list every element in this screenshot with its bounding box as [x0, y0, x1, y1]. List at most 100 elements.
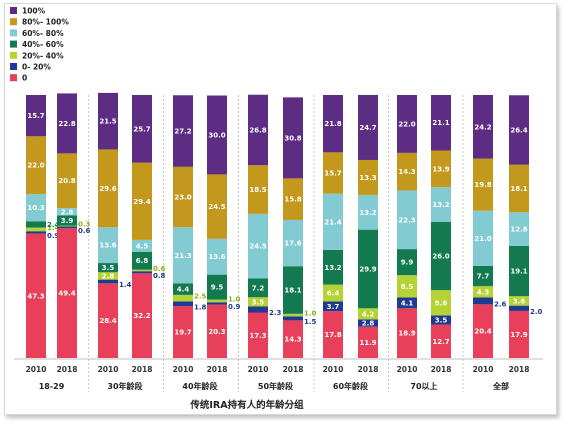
data-label: 0.6	[153, 265, 166, 273]
data-label: 2.0	[530, 308, 543, 316]
bar-segment	[248, 165, 268, 214]
bar-segment	[358, 159, 378, 195]
bar-segment	[207, 304, 227, 358]
bar-segment	[397, 249, 417, 276]
x-tick-label: 2010	[248, 365, 269, 374]
data-label: 17.3	[249, 332, 266, 340]
legend-swatch	[10, 40, 17, 48]
legend-label: 0- 20%	[22, 63, 51, 72]
group-label: 60年龄段	[333, 381, 368, 391]
bar-segment	[173, 283, 193, 295]
data-label: 19.8	[474, 181, 491, 189]
legend-label: 40%- 60%	[22, 40, 64, 49]
bar-segment	[431, 315, 451, 325]
data-label: 14.3	[284, 336, 301, 344]
data-label: 3.5	[252, 298, 265, 306]
bar-segment	[323, 249, 343, 285]
data-label: 18.1	[284, 287, 301, 295]
bar-segment	[248, 213, 268, 279]
bar-segment	[509, 212, 529, 246]
legend-swatch	[10, 29, 17, 37]
data-label: 1.0	[228, 295, 241, 303]
data-label: 30.0	[208, 131, 225, 139]
data-label: 27.2	[174, 128, 191, 136]
bar-segment	[323, 301, 343, 312]
x-tick-label: 2018	[358, 365, 379, 374]
bar-segment	[57, 153, 77, 209]
data-label: 1.4	[119, 281, 132, 289]
group-label: 70以上	[410, 381, 437, 391]
bar-segment	[283, 313, 303, 317]
bar-segment	[358, 194, 378, 230]
x-tick-label: 2018	[431, 365, 452, 374]
x-tick-label: 2018	[509, 365, 530, 374]
bar-segment	[26, 136, 46, 195]
data-label: 21.5	[99, 118, 116, 126]
bar-segment	[248, 306, 268, 313]
x-tick-label: 2018	[207, 365, 228, 374]
data-label: 18.5	[249, 186, 266, 194]
data-label: 6.8	[136, 257, 149, 265]
data-label: 29.9	[359, 265, 376, 273]
data-label: 29.4	[133, 198, 150, 206]
bar-segment	[57, 215, 77, 226]
bar-segment	[473, 304, 493, 358]
data-label: 4.4	[177, 286, 190, 294]
bar-segment	[207, 302, 227, 305]
group-label: 50年龄段	[258, 381, 293, 391]
bar-segment	[26, 231, 46, 234]
data-label: 22.8	[58, 120, 75, 128]
bar-segment	[132, 269, 152, 272]
bar-segment	[98, 283, 118, 358]
data-label: 21.0	[474, 235, 491, 243]
bar-segment	[132, 271, 152, 274]
data-label: 9.6	[435, 299, 448, 307]
data-label: 4.2	[362, 310, 375, 318]
data-label: 3.6	[513, 297, 526, 305]
legend-label: 80%- 100%	[22, 18, 69, 27]
bar-segment	[207, 174, 227, 239]
bar-segment	[57, 228, 77, 358]
bar-segment	[173, 306, 193, 358]
data-label: 2.6	[494, 300, 507, 308]
bar-segment	[509, 310, 529, 358]
data-label: 23.0	[174, 194, 191, 202]
data-label: 21.4	[324, 218, 341, 226]
data-label: 32.2	[133, 312, 150, 320]
data-label: 24.5	[249, 243, 266, 251]
x-tick-label: 2010	[323, 365, 344, 374]
x-tick-label: 2018	[283, 365, 304, 374]
bar-segment	[431, 187, 451, 222]
bar-segment	[473, 297, 493, 305]
data-label: 13.3	[359, 174, 376, 182]
data-label: 18.9	[398, 330, 415, 338]
data-label: 4.3	[477, 288, 490, 296]
bar-segment	[248, 297, 268, 307]
x-axis-title: 传统IRA持有人的年龄分组	[189, 399, 304, 411]
bar-segment	[323, 311, 343, 358]
data-label: 26.4	[510, 126, 527, 134]
bar-segment	[98, 227, 118, 264]
bar-segment	[323, 95, 343, 153]
bar-segment	[26, 194, 46, 222]
bar-segment	[509, 164, 529, 213]
data-label: 14.3	[398, 168, 415, 176]
bar-segment	[132, 273, 152, 358]
legend-swatch	[10, 51, 17, 59]
bar-segment	[207, 95, 227, 175]
data-label: 20.4	[474, 328, 491, 336]
x-tick-label: 2010	[98, 365, 119, 374]
bar-segment	[431, 150, 451, 188]
data-label: 9.5	[211, 284, 224, 292]
group-label: 40年龄段	[182, 381, 217, 391]
bar-segment	[358, 95, 378, 160]
data-label: 17.9	[510, 331, 527, 339]
bar-segment	[173, 301, 193, 307]
bar-segment	[98, 272, 118, 280]
data-label: 30.8	[284, 134, 301, 142]
legend-swatch	[10, 7, 17, 14]
data-label: 17.8	[324, 331, 341, 339]
bar-segment	[98, 92, 118, 150]
data-label: 7.7	[477, 273, 490, 281]
